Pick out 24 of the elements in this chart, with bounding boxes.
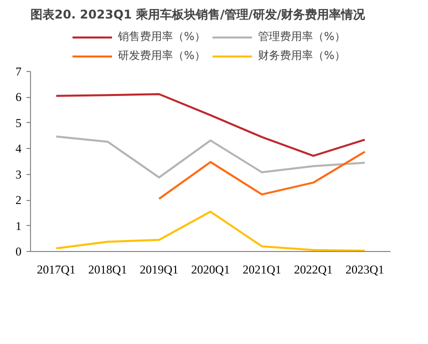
y-tick-label: 2 [16, 193, 22, 208]
y-tick-label: 7 [16, 64, 22, 78]
x-tick-label: 2020Q1 [191, 262, 230, 276]
line-series [55, 210, 366, 252]
legend-label: 财务费用率（%） [258, 48, 346, 63]
x-tick-label: 2023Q1 [345, 262, 384, 276]
line-series [55, 93, 366, 157]
line-series [55, 136, 366, 178]
x-tick-label: 2021Q1 [242, 262, 282, 276]
legend-label: 销售费用率（%） [118, 29, 206, 44]
x-tick-label: 2019Q1 [140, 262, 178, 276]
legend-label: 研发费用率（%） [118, 48, 206, 63]
chart-title: 图表20. 2023Q1 乘用车板块销售/管理/研发/财务费用率情况 [30, 8, 366, 22]
x-tick-label: 2018Q1 [88, 262, 127, 276]
legend-label: 管理费用率（%） [258, 29, 346, 44]
y-tick-label: 0 [16, 244, 22, 258]
y-tick-label: 5 [16, 116, 22, 130]
line-series [158, 150, 366, 200]
y-tick-label: 3 [16, 167, 22, 182]
y-tick-label: 4 [16, 142, 22, 156]
x-tick-label: 2022Q1 [294, 262, 333, 276]
x-tick-label: 2017Q1 [36, 262, 76, 276]
y-tick-label: 1 [16, 218, 22, 233]
y-tick-label: 6 [16, 90, 22, 104]
